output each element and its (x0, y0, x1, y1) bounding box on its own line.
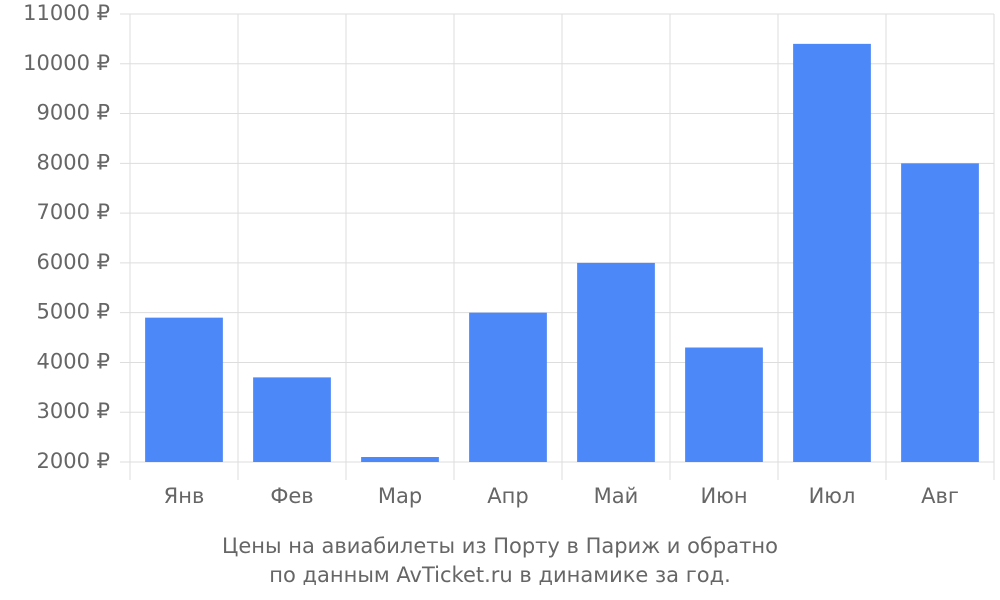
chart-title: Цены на авиабилеты из Порту в Париж и об… (222, 534, 778, 558)
bar (469, 312, 547, 462)
y-tick-label: 2000 ₽ (37, 449, 110, 473)
bar (793, 43, 871, 462)
y-tick-label: 4000 ₽ (37, 349, 110, 373)
y-tick-label: 9000 ₽ (37, 101, 110, 125)
chart-subtitle: по данным AvTicket.ru в динамике за год. (269, 563, 731, 587)
bar (901, 163, 979, 463)
y-tick-label: 8000 ₽ (37, 150, 110, 174)
y-tick-label: 7000 ₽ (37, 200, 110, 224)
bar (145, 317, 223, 462)
x-tick-label: Янв (164, 484, 205, 508)
y-tick-label: 6000 ₽ (37, 250, 110, 274)
bar (685, 347, 763, 462)
y-tick-label: 11000 ₽ (23, 1, 110, 25)
x-tick-label: Авг (921, 484, 959, 508)
y-tick-label: 3000 ₽ (37, 399, 110, 423)
bar (253, 377, 331, 462)
x-tick-label: Фев (270, 484, 313, 508)
x-tick-label: Апр (487, 484, 528, 508)
x-tick-label: Мар (378, 484, 422, 508)
y-tick-label: 5000 ₽ (37, 300, 110, 324)
x-tick-label: Июл (809, 484, 856, 508)
x-tick-label: Май (594, 484, 639, 508)
bar (577, 262, 655, 462)
bar (361, 457, 439, 462)
y-tick-label: 10000 ₽ (23, 51, 110, 75)
x-tick-label: Июн (700, 484, 747, 508)
